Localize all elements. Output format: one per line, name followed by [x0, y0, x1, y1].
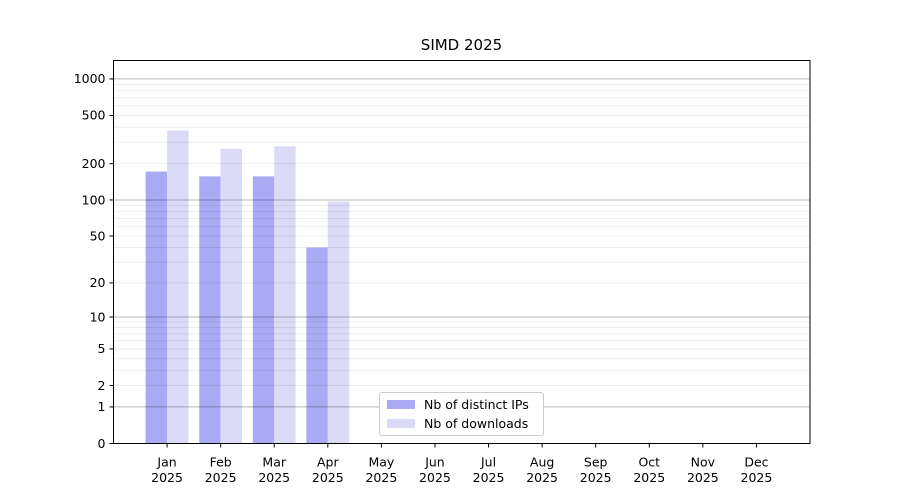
y-tick-label: 0: [98, 436, 106, 451]
bar-downloads-jan: [167, 130, 189, 444]
y-tick-label: 50: [90, 228, 106, 243]
x-tick-month-label: Nov: [691, 455, 716, 470]
x-tick-year-label: 2025: [151, 470, 183, 485]
legend-swatch-downloads: [387, 418, 415, 429]
legend-item-distinct-ips: Nb of distinct IPs: [387, 397, 536, 412]
x-tick-month-label: Aug: [530, 455, 554, 470]
bar-downloads-feb: [220, 148, 243, 444]
legend-label-downloads: Nb of downloads: [424, 416, 529, 431]
x-tick-month-label: Jun: [424, 455, 445, 470]
x-tick-year-label: 2025: [419, 470, 451, 485]
x-tick-month-label: Oct: [638, 455, 660, 470]
x-tick-month-label: Jan: [156, 455, 176, 470]
chart-title: SIMD 2025: [420, 36, 503, 54]
bar-distinct_ips-apr: [306, 247, 328, 444]
x-tick-year-label: 2025: [473, 470, 505, 485]
legend-swatch-distinct-ips: [387, 399, 415, 410]
y-tick-label: 500: [82, 108, 106, 123]
x-tick-year-label: 2025: [365, 470, 397, 485]
x-tick-month-label: Sep: [584, 455, 608, 470]
x-tick-month-label: Mar: [262, 455, 286, 470]
legend: Nb of distinct IPs Nb of downloads: [379, 392, 544, 436]
x-tick-year-label: 2025: [580, 470, 612, 485]
x-tick-year-label: 2025: [205, 470, 237, 485]
bar-distinct_ips-jan: [145, 171, 168, 444]
x-tick-year-label: 2025: [258, 470, 290, 485]
x-tick-year-label: 2025: [687, 470, 719, 485]
legend-item-downloads: Nb of downloads: [387, 416, 536, 431]
y-tick-label: 200: [82, 156, 106, 171]
y-tick-label: 5: [98, 341, 106, 356]
x-tick-month-label: Dec: [744, 455, 768, 470]
y-tick-label: 1000: [74, 71, 106, 86]
y-tick-label: 100: [82, 192, 106, 207]
bar-distinct_ips-mar: [252, 176, 275, 444]
bar-distinct_ips-feb: [199, 176, 221, 444]
x-tick-year-label: 2025: [526, 470, 558, 485]
plot-area-border: [113, 60, 811, 444]
y-tick-label: 20: [90, 275, 106, 290]
legend-label-distinct-ips: Nb of distinct IPs: [424, 397, 529, 412]
x-tick-year-label: 2025: [741, 470, 773, 485]
x-tick-month-label: Apr: [317, 455, 339, 470]
y-tick-label: 10: [90, 309, 106, 324]
bar-downloads-apr: [327, 201, 350, 444]
bar-downloads-mar: [274, 146, 296, 444]
x-tick-month-label: May: [368, 455, 394, 470]
x-tick-month-label: Feb: [210, 455, 232, 470]
x-tick-year-label: 2025: [312, 470, 344, 485]
x-tick-month-label: Jul: [480, 455, 496, 470]
x-tick-year-label: 2025: [633, 470, 665, 485]
y-tick-label: 2: [98, 378, 106, 393]
y-tick-label: 1: [98, 399, 106, 414]
